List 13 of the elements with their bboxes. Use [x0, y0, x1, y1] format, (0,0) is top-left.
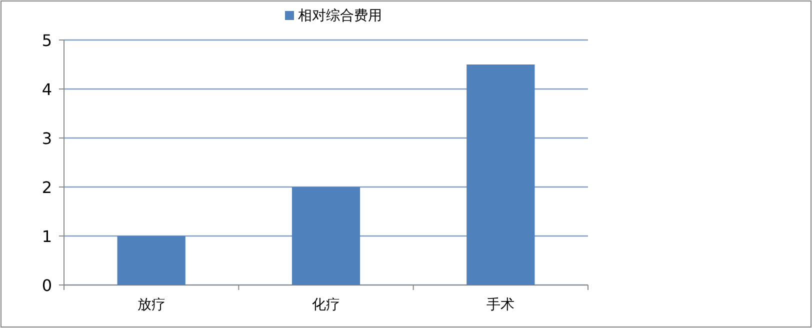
y-tick-label: 2	[42, 178, 52, 197]
x-tick-label: 放疗	[137, 297, 166, 313]
x-tick-label: 化疗	[312, 297, 340, 313]
bar	[466, 64, 535, 285]
y-tick-label: 3	[42, 129, 52, 148]
x-tick-label: 手术	[486, 297, 515, 313]
y-tick-label: 1	[42, 227, 52, 246]
y-tick-label: 0	[42, 276, 52, 295]
bar	[292, 187, 360, 285]
bar	[117, 236, 186, 285]
y-tick-label: 5	[42, 31, 52, 50]
legend-label: 相对综合费用	[298, 8, 382, 24]
y-tick-label: 4	[42, 80, 52, 99]
